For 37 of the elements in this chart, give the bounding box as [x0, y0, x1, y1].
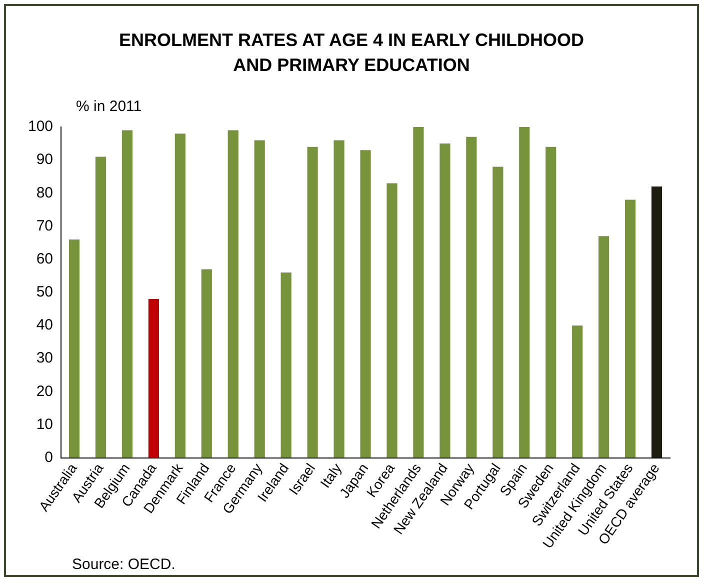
bar	[413, 127, 424, 458]
bar	[624, 200, 636, 458]
bar	[307, 146, 318, 458]
bar	[148, 299, 159, 458]
bar	[360, 150, 371, 458]
y-tick-label: 10	[36, 416, 54, 433]
y-tick-label: 60	[36, 250, 54, 268]
source-note: Source: OECD.	[72, 556, 176, 573]
bar	[201, 269, 212, 458]
bar	[95, 156, 106, 458]
y-axis-title: % in 2011	[76, 98, 142, 115]
y-tick-label: 20	[36, 382, 54, 400]
bar	[651, 186, 662, 458]
chart-title: ENROLMENT RATES AT AGE 4 IN EARLY CHILDHOOD AND PRIMARY EDUCATION	[118, 29, 586, 77]
y-tick-label: 80	[36, 184, 54, 202]
y-tick-label: 0	[44, 448, 54, 466]
y-tick-label: 90	[36, 151, 54, 168]
bar	[280, 272, 292, 458]
bar	[598, 236, 610, 458]
bar	[228, 130, 238, 458]
y-tick-label: 50	[36, 284, 54, 301]
bar	[519, 127, 530, 458]
bar	[440, 144, 450, 458]
bar	[174, 134, 186, 458]
bar	[254, 140, 265, 458]
bar	[68, 239, 80, 458]
bar	[386, 183, 398, 458]
y-tick-label: 70	[36, 217, 54, 234]
bar	[122, 130, 133, 458]
bar	[334, 140, 344, 458]
y-tick-label: 100	[28, 118, 54, 136]
bar	[466, 136, 477, 458]
y-tick-label: 40	[36, 316, 54, 334]
bar	[492, 166, 504, 458]
bar	[572, 325, 583, 458]
bar	[546, 146, 556, 458]
y-tick-label: 30	[36, 350, 54, 367]
